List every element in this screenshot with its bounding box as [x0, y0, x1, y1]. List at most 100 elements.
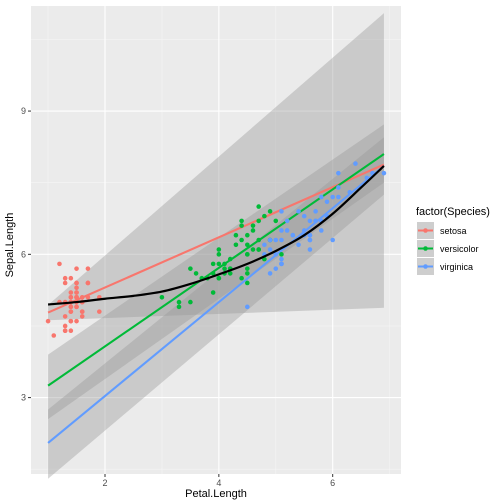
point-versicolor	[256, 237, 261, 243]
legend-label-setosa: setosa	[440, 226, 467, 236]
point-setosa	[74, 266, 79, 271]
point-setosa	[79, 309, 85, 314]
fit-line-versicolor	[47, 153, 385, 387]
point-virginica	[347, 189, 353, 195]
point-setosa	[51, 333, 57, 338]
legend: factor(Species) setosa versicolor virginic…	[416, 206, 490, 275]
point-versicolor	[245, 266, 250, 271]
point-setosa	[97, 309, 102, 314]
point-setosa	[62, 323, 68, 329]
point-versicolor	[227, 256, 233, 262]
point-virginica	[330, 194, 335, 200]
axes: 2 4 6 3 6 9	[21, 106, 335, 488]
x-tick-label: 2	[102, 478, 107, 488]
point-virginica	[381, 170, 387, 176]
point-virginica	[290, 232, 296, 238]
point-versicolor	[250, 228, 256, 233]
point-virginica	[267, 271, 273, 276]
point-virginica	[273, 252, 279, 257]
y-tick-label: 6	[21, 249, 26, 259]
point-versicolor	[239, 237, 244, 243]
point-versicolor	[216, 247, 222, 252]
point-setosa	[74, 290, 79, 295]
fit-line-virginica	[47, 165, 385, 444]
point-virginica	[296, 209, 301, 214]
fit-line-setosa	[47, 163, 385, 314]
y-axis-title: Sepal.Length	[4, 213, 16, 278]
point-versicolor	[176, 299, 182, 305]
legend-key-point-virginica	[423, 264, 428, 269]
point-versicolor	[245, 242, 250, 248]
point-virginica	[353, 161, 358, 166]
point-virginica	[336, 170, 341, 176]
point-versicolor	[245, 232, 250, 238]
point-versicolor	[216, 261, 222, 267]
point-versicolor	[239, 275, 244, 281]
point-versicolor	[210, 261, 216, 267]
point-virginica	[245, 304, 250, 310]
point-virginica	[336, 185, 341, 190]
point-virginica	[307, 232, 313, 238]
point-versicolor	[245, 280, 250, 286]
overall-fit	[47, 165, 385, 306]
point-virginica	[313, 218, 318, 224]
point-versicolor	[227, 271, 233, 276]
point-versicolor	[210, 290, 216, 295]
point-virginica	[307, 218, 313, 224]
confidence-band-virginica	[48, 137, 384, 479]
point-setosa	[57, 261, 62, 267]
plot-panel	[31, 6, 401, 474]
point-virginica	[319, 228, 324, 233]
y-tick-label: 3	[21, 393, 26, 403]
overall-fit-line	[47, 165, 385, 306]
point-setosa	[68, 328, 74, 334]
point-versicolor	[267, 209, 273, 214]
point-virginica	[284, 228, 290, 233]
legend-title: factor(Species)	[416, 206, 490, 218]
point-setosa	[79, 295, 85, 300]
point-setosa	[79, 314, 85, 319]
point-versicolor	[188, 299, 193, 305]
legend-label-versicolor: versicolor	[440, 244, 479, 254]
point-virginica	[279, 209, 284, 214]
point-versicolor	[216, 252, 222, 257]
point-versicolor	[239, 218, 244, 224]
point-versicolor	[256, 247, 261, 252]
point-versicolor	[250, 247, 256, 252]
legend-label-virginica: virginica	[440, 262, 473, 272]
point-virginica	[267, 247, 273, 252]
point-virginica	[279, 256, 284, 262]
point-versicolor	[188, 266, 193, 271]
point-setosa	[74, 285, 79, 291]
point-virginica	[307, 247, 313, 252]
point-setosa	[62, 328, 68, 334]
point-versicolor	[245, 252, 250, 257]
point-versicolor	[233, 242, 239, 248]
point-virginica	[307, 237, 313, 243]
point-versicolor	[222, 266, 227, 271]
point-virginica	[324, 199, 330, 205]
point-setosa	[62, 275, 68, 281]
point-virginica	[364, 175, 370, 181]
point-setosa	[74, 318, 79, 324]
point-virginica	[279, 237, 284, 243]
point-versicolor	[250, 223, 256, 228]
point-versicolor	[193, 271, 199, 276]
point-setosa	[68, 290, 74, 295]
point-virginica	[267, 237, 273, 243]
point-versicolor	[256, 218, 261, 224]
x-tick-label: 6	[330, 478, 335, 488]
point-versicolor	[239, 223, 244, 228]
point-virginica	[279, 228, 284, 233]
point-versicolor	[273, 218, 279, 224]
legend-key-point-versicolor	[423, 246, 428, 251]
point-versicolor	[233, 232, 239, 238]
point-setosa	[85, 266, 91, 271]
point-versicolor	[245, 271, 250, 276]
point-versicolor	[222, 261, 227, 267]
point-setosa	[74, 304, 79, 310]
y-tick-label: 9	[21, 106, 26, 116]
point-virginica	[319, 194, 324, 200]
point-setosa	[68, 275, 74, 281]
